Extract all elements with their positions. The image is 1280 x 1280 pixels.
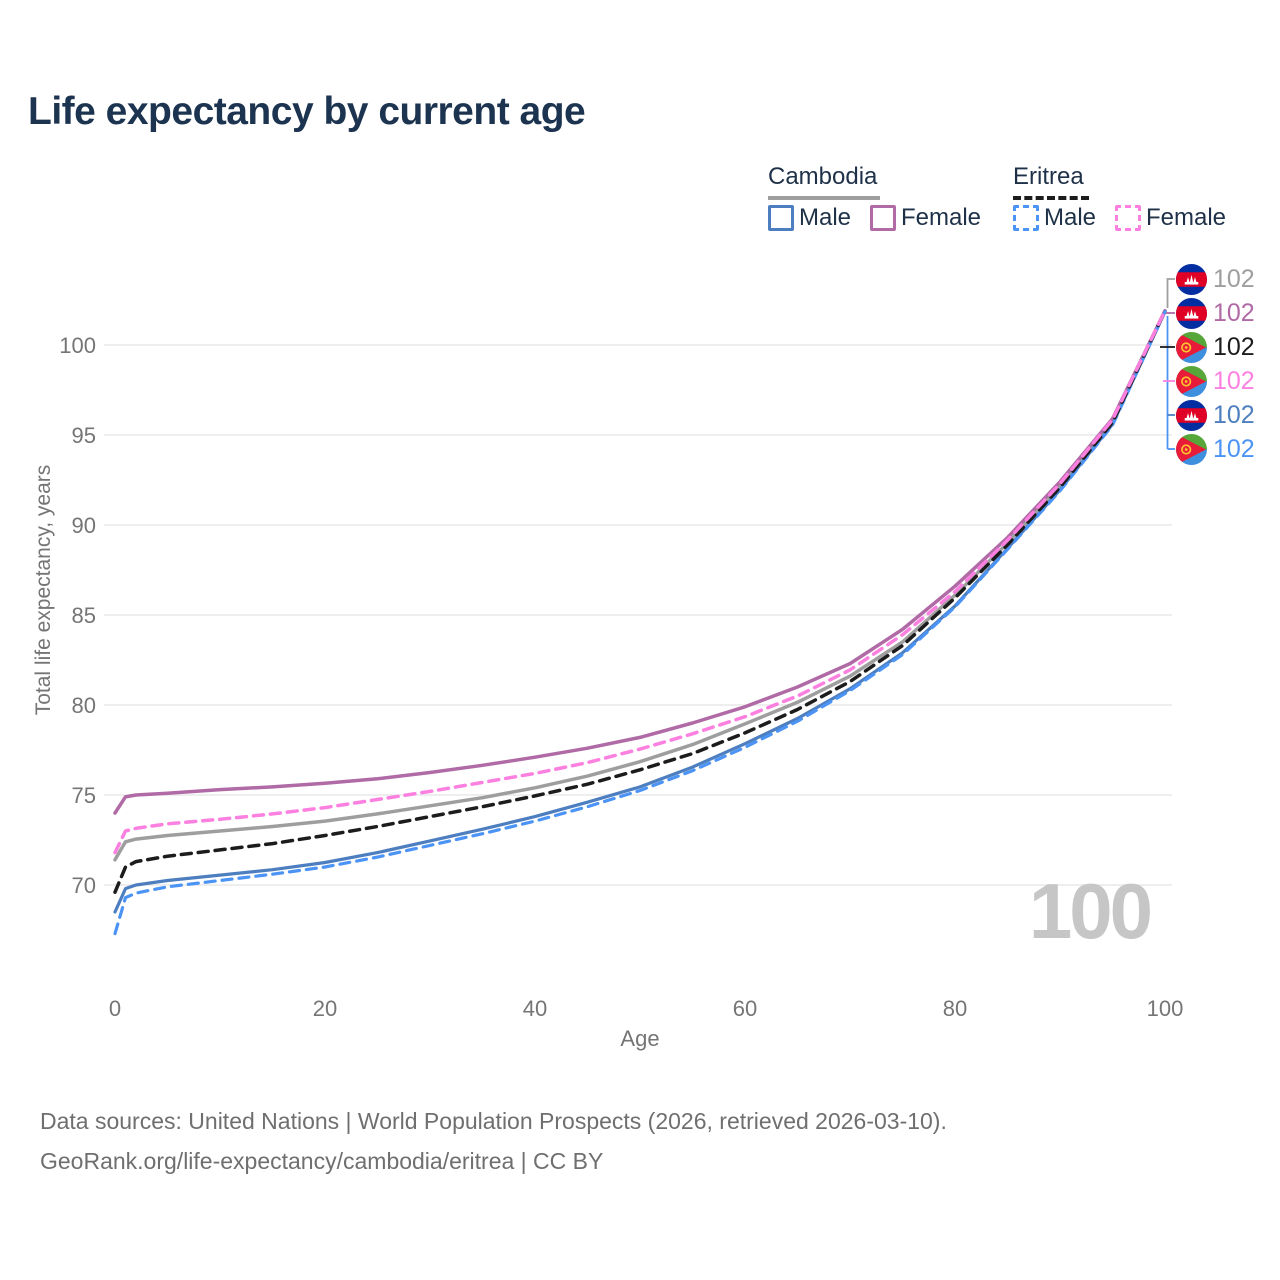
end-label-cambodia-male: 102 — [1176, 399, 1255, 431]
x-tick-label: 100 — [1147, 996, 1184, 1021]
end-label-cambodia-total: 102 — [1176, 263, 1255, 295]
end-value: 102 — [1213, 333, 1255, 361]
y-tick-label: 75 — [72, 783, 96, 808]
x-tick-label: 80 — [943, 996, 967, 1021]
legend-label: Female — [1146, 203, 1227, 231]
end-label-eritrea-male: 102 — [1176, 433, 1255, 465]
eritrea-flag-icon — [1176, 366, 1207, 397]
end-label-eritrea-total: 102 — [1176, 331, 1255, 363]
cambodia-female-swatch-icon — [870, 204, 896, 231]
attribution-link[interactable]: GeoRank.org/life-expectancy/cambodia/eri… — [40, 1148, 604, 1174]
age-watermark: 100 — [1028, 867, 1153, 955]
x-tick-label: 60 — [733, 996, 757, 1021]
eritrea-flag-icon — [1176, 434, 1207, 465]
cambodia-male-swatch-icon — [768, 204, 794, 231]
legend-label: Female — [901, 203, 982, 231]
y-tick-label: 95 — [72, 423, 96, 448]
data-source-note: Data sources: United Nations | World Pop… — [40, 1108, 947, 1134]
end-value: 102 — [1213, 299, 1255, 327]
legend-item-cambodia-female[interactable]: Female — [870, 204, 981, 231]
x-axis-title: Age — [620, 1026, 660, 1051]
series-line-eritrea-both-sexes — [113, 309, 1167, 894]
y-axis-title: Total life expectancy, years — [32, 464, 55, 716]
series-line-eritrea-female — [113, 309, 1167, 855]
legend-group-cambodia[interactable]: Cambodia — [768, 163, 880, 200]
legend-label: Male — [1044, 203, 1097, 231]
end-value: 102 — [1213, 265, 1255, 293]
legend-item-eritrea-female[interactable]: Female — [1115, 204, 1226, 231]
eritrea-male-swatch-icon — [1013, 204, 1039, 231]
end-value: 102 — [1213, 435, 1255, 463]
x-tick-label: 40 — [523, 996, 547, 1021]
series-line-cambodia-both-sexes — [113, 309, 1167, 862]
cambodia-flag-icon — [1176, 298, 1207, 329]
legend-label: Male — [799, 203, 852, 231]
y-tick-label: 80 — [72, 693, 96, 718]
y-tick-label: 90 — [72, 513, 96, 538]
legend-group-eritrea[interactable]: Eritrea — [1013, 163, 1089, 200]
series-line-cambodia-male — [113, 310, 1167, 914]
end-value: 102 — [1213, 401, 1255, 429]
x-tick-label: 20 — [313, 996, 337, 1021]
end-label-connector — [1166, 278, 1175, 308]
cambodia-flag-icon — [1176, 400, 1207, 431]
eritrea-female-swatch-icon — [1115, 204, 1141, 231]
y-tick-label: 70 — [72, 873, 96, 898]
series-line-cambodia-female — [113, 309, 1167, 815]
y-tick-label: 100 — [59, 333, 96, 358]
end-value: 102 — [1213, 367, 1255, 395]
x-tick-label: 0 — [109, 996, 121, 1021]
legend-item-cambodia-male[interactable]: Male — [768, 204, 851, 231]
series-line-eritrea-male — [113, 310, 1167, 936]
y-tick-label: 85 — [72, 603, 96, 628]
end-label-cambodia-female: 102 — [1176, 297, 1255, 329]
legend-item-eritrea-male[interactable]: Male — [1013, 204, 1096, 231]
end-label-eritrea-female: 102 — [1176, 365, 1255, 397]
page-title: Life expectancy by current age — [28, 90, 586, 133]
eritrea-flag-icon — [1176, 332, 1207, 363]
cambodia-flag-icon — [1176, 264, 1207, 295]
